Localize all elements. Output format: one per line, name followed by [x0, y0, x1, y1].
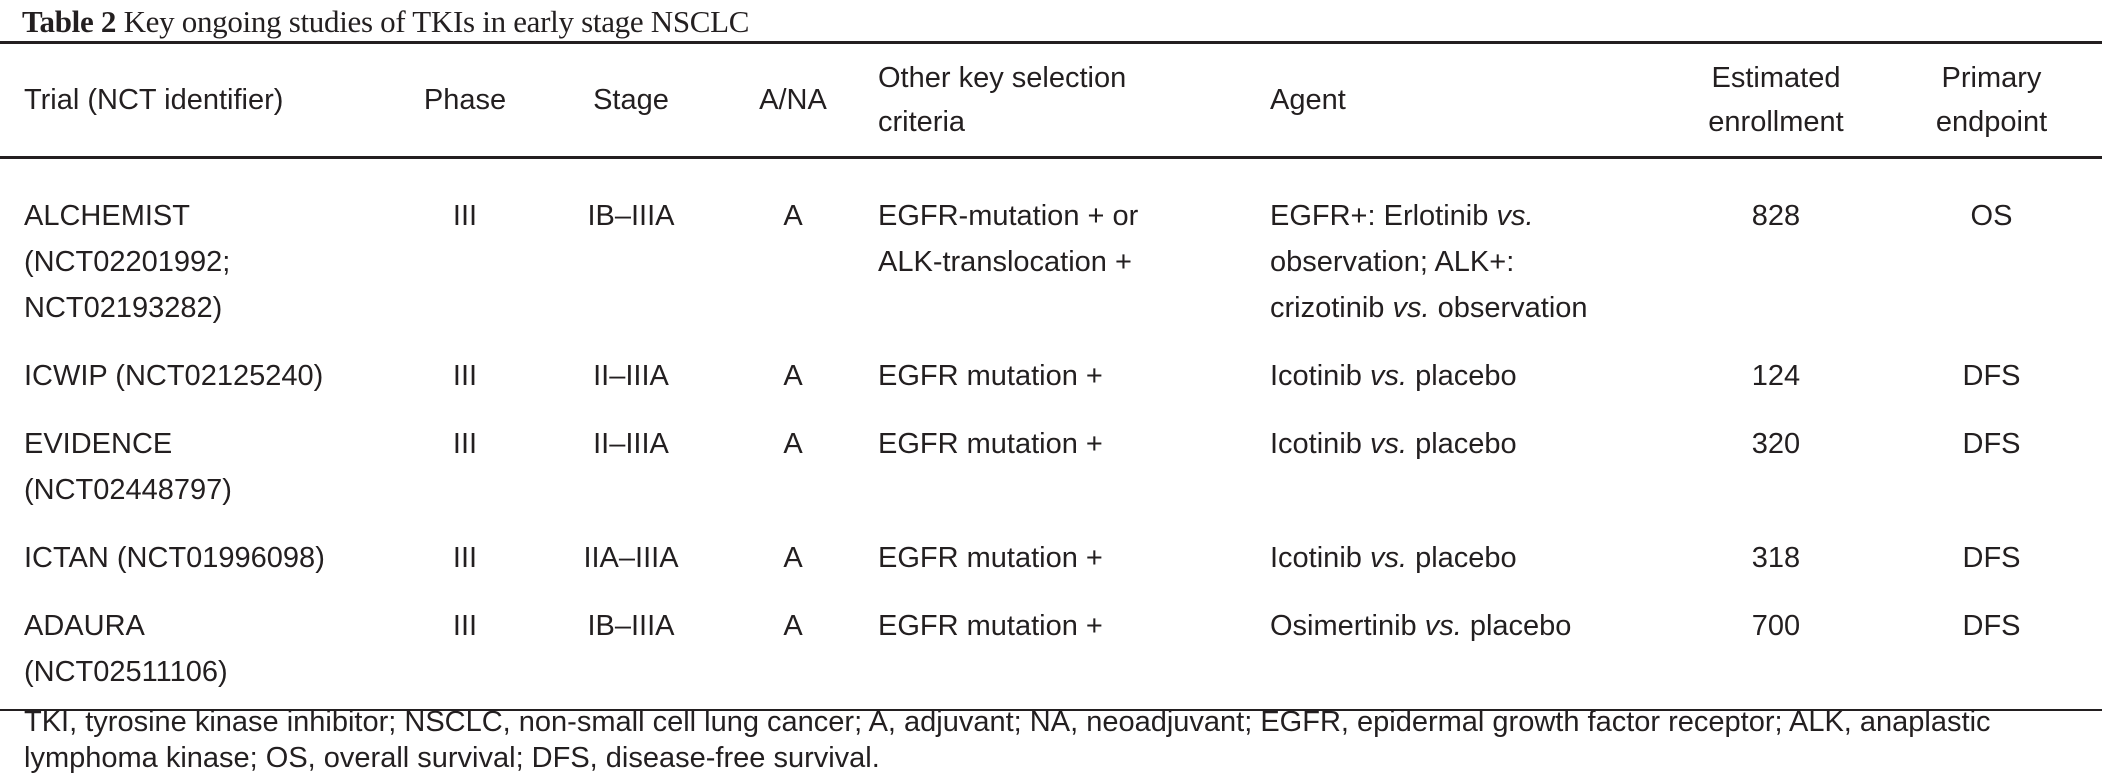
cell-criteria: EGFR-mutation + or ALK-translocation +: [878, 200, 1139, 278]
col-ana: A/NA: [759, 84, 827, 116]
agent-text: placebo: [1407, 542, 1517, 574]
header-row: Trial (NCT identifier) Phase Stage A/NA …: [0, 42, 2102, 158]
cell-agent: EGFR+: Erlotinib vs. observation; ALK+: …: [1246, 158, 1671, 346]
cell-phase: III: [452, 360, 478, 392]
cell-trial: ALCHEMIST (NCT02201992; NCT02193282): [24, 200, 231, 324]
agent-text: Icotinib: [1270, 428, 1370, 460]
col-phase: Phase: [423, 84, 507, 116]
cell-endpoint: DFS: [1962, 428, 2021, 460]
cell-trial: ICWIP (NCT02125240): [24, 360, 324, 392]
col-stage: Stage: [593, 84, 669, 116]
table-row: EVIDENCE (NCT02448797) III II–IIIA A EGFR mu…: [0, 413, 2102, 527]
table-row: ICWIP (NCT02125240) III II–IIIA A EGFR mutat…: [0, 345, 2102, 413]
agent-text: Osimertinib: [1270, 610, 1425, 642]
cell-endpoint: OS: [1970, 200, 2013, 232]
table-row: ICTAN (NCT01996098) III IIA–IIIA A EGFR muta…: [0, 527, 2102, 595]
cell-ana: A: [783, 200, 803, 232]
cell-ana: A: [783, 610, 803, 642]
cell-enrollment: 124: [1751, 360, 1801, 392]
cell-ana: A: [783, 428, 803, 460]
cell-agent: Icotinib vs. placebo: [1246, 345, 1671, 413]
cell-phase: III: [452, 610, 478, 642]
cell-enrollment: 320: [1751, 428, 1801, 460]
cell-ana: A: [783, 542, 803, 574]
cell-stage: II–IIIA: [593, 360, 669, 392]
cell-agent: Icotinib vs. placebo: [1246, 413, 1671, 527]
col-endpoint: Primary endpoint: [1935, 62, 2048, 138]
col-agent: Agent: [1270, 84, 1346, 116]
agent-text: Icotinib: [1270, 360, 1370, 392]
agent-text: Icotinib: [1270, 542, 1370, 574]
col-enrollment: Estimated enrollment: [1708, 62, 1844, 138]
cell-stage: II–IIIA: [593, 428, 669, 460]
agent-text: placebo: [1461, 610, 1572, 642]
agent-text: placebo: [1407, 428, 1517, 460]
versus-text: vs.: [1392, 292, 1430, 324]
cell-endpoint: DFS: [1962, 360, 2021, 392]
cell-endpoint: DFS: [1962, 542, 2021, 574]
cell-phase: III: [452, 200, 478, 232]
cell-enrollment: 318: [1751, 542, 1801, 574]
versus-text: vs.: [1369, 360, 1408, 392]
cell-ana: A: [783, 360, 803, 392]
cell-trial: EVIDENCE (NCT02448797): [24, 428, 232, 506]
cell-agent: Osimertinib vs. placebo: [1246, 595, 1671, 710]
table-row: ALCHEMIST (NCT02201992; NCT02193282) III I…: [0, 158, 2102, 346]
cell-stage: IIA–IIIA: [583, 542, 679, 574]
agent-text: placebo: [1407, 360, 1517, 392]
versus-text: vs.: [1496, 200, 1534, 232]
cell-stage: IB–IIIA: [587, 200, 675, 232]
cell-endpoint: DFS: [1962, 610, 2021, 642]
cell-trial: ADAURA (NCT02511106): [24, 610, 228, 688]
cell-criteria: EGFR mutation +: [878, 610, 1103, 642]
table-title: Table 2 Key ongoing studies of TKIs in e…: [22, 2, 750, 42]
cell-criteria: EGFR mutation +: [878, 360, 1103, 392]
table-row: ADAURA (NCT02511106) III IB–IIIA A EGFR muta…: [0, 595, 2102, 710]
cell-agent: Icotinib vs. placebo: [1246, 527, 1671, 595]
agent-text: observation: [1429, 292, 1588, 324]
cell-phase: III: [452, 428, 478, 460]
table-footnote: TKI, tyrosine kinase inhibitor; NSCLC, n…: [24, 706, 1991, 774]
col-criteria: Other key selection criteria: [878, 62, 1127, 138]
cell-enrollment: 828: [1751, 200, 1801, 232]
studies-table: Trial (NCT identifier) Phase Stage A/NA …: [0, 41, 2102, 711]
col-trial: Trial (NCT identifier): [24, 84, 284, 116]
versus-text: vs.: [1369, 428, 1408, 460]
cell-criteria: EGFR mutation +: [878, 542, 1103, 574]
table-label: Table 2: [22, 4, 117, 39]
agent-text: observation; ALK+: crizotinib: [1270, 246, 1515, 324]
cell-criteria: EGFR mutation +: [878, 428, 1103, 460]
versus-text: vs.: [1369, 542, 1408, 574]
table-caption: Key ongoing studies of TKIs in early sta…: [123, 4, 750, 39]
cell-trial: ICTAN (NCT01996098): [24, 542, 325, 574]
cell-phase: III: [452, 542, 478, 574]
cell-stage: IB–IIIA: [587, 610, 675, 642]
agent-text: EGFR+: Erlotinib: [1270, 200, 1497, 232]
versus-text: vs.: [1424, 610, 1462, 642]
cell-enrollment: 700: [1751, 610, 1801, 642]
